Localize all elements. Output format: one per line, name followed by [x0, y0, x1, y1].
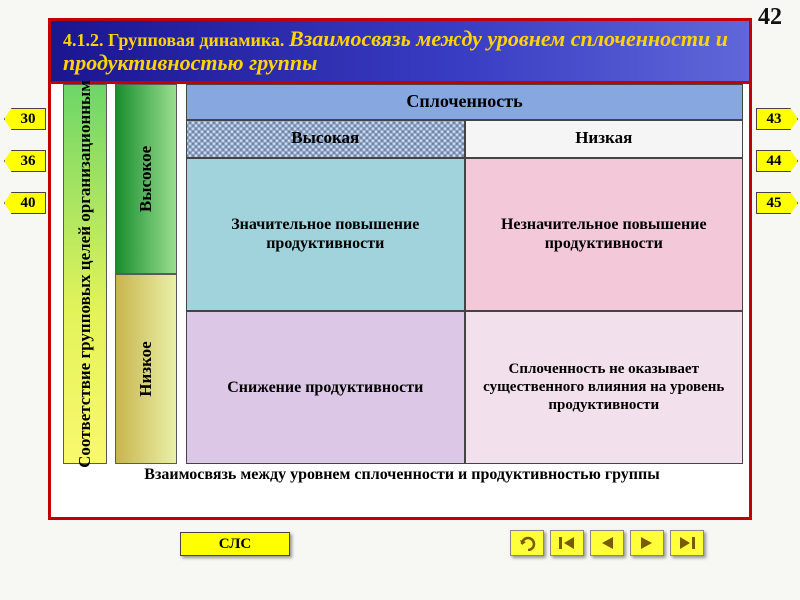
next-icon: [637, 535, 657, 551]
nav-button-45[interactable]: 45: [756, 192, 798, 214]
sls-button[interactable]: СЛС: [180, 532, 290, 556]
title-section: 4.1.2. Групповая динамика.: [63, 30, 289, 50]
nav-button-43[interactable]: 43: [756, 108, 798, 130]
y-axis-inner: Высокое Низкое: [115, 84, 177, 464]
x-axis-low: Низкая: [465, 120, 744, 158]
nav-button-30[interactable]: 30: [4, 108, 46, 130]
last-button[interactable]: [670, 530, 704, 556]
nav-button-36[interactable]: 36: [4, 150, 46, 172]
nav-button-44[interactable]: 44: [756, 150, 798, 172]
prev-button[interactable]: [590, 530, 624, 556]
y-axis-outer: Соответствие групповых целей организацио…: [63, 84, 107, 464]
matrix-chart: Соответствие групповых целей организацио…: [51, 84, 749, 502]
y-axis-high-label: Высокое: [136, 145, 156, 211]
cell-high-high: Значительное повышение продуктивности: [186, 158, 465, 311]
y-axis-outer-label: Соответствие групповых целей организацио…: [75, 80, 95, 468]
y-axis-low: Низкое: [115, 274, 177, 464]
cell-low-high: Снижение продуктивности: [186, 311, 465, 464]
main-frame: 4.1.2. Групповая динамика. Взаимосвязь м…: [48, 18, 752, 520]
slide-title: 4.1.2. Групповая динамика. Взаимосвязь м…: [51, 21, 749, 84]
cell-high-low: Незначительное повышение продуктивности: [465, 158, 744, 311]
undo-icon: [517, 535, 537, 551]
x-axis-header: Сплоченность: [186, 84, 743, 120]
matrix-grid: Сплоченность Высокая Низкая Значительное…: [186, 84, 743, 464]
prev-icon: [597, 535, 617, 551]
playback-toolbar: [510, 530, 704, 556]
first-button[interactable]: [550, 530, 584, 556]
first-icon: [557, 535, 577, 551]
next-button[interactable]: [630, 530, 664, 556]
last-icon: [677, 535, 697, 551]
cell-low-low: Сплоченность не оказывает существенного …: [465, 311, 744, 464]
x-axis-high: Высокая: [186, 120, 465, 158]
y-axis-high: Высокое: [115, 84, 177, 274]
matrix-caption: Взаимосвязь между уровнем сплоченности и…: [63, 466, 741, 502]
undo-button[interactable]: [510, 530, 544, 556]
nav-button-40[interactable]: 40: [4, 192, 46, 214]
y-axis-low-label: Низкое: [136, 341, 156, 396]
page-number: 42: [758, 4, 782, 31]
